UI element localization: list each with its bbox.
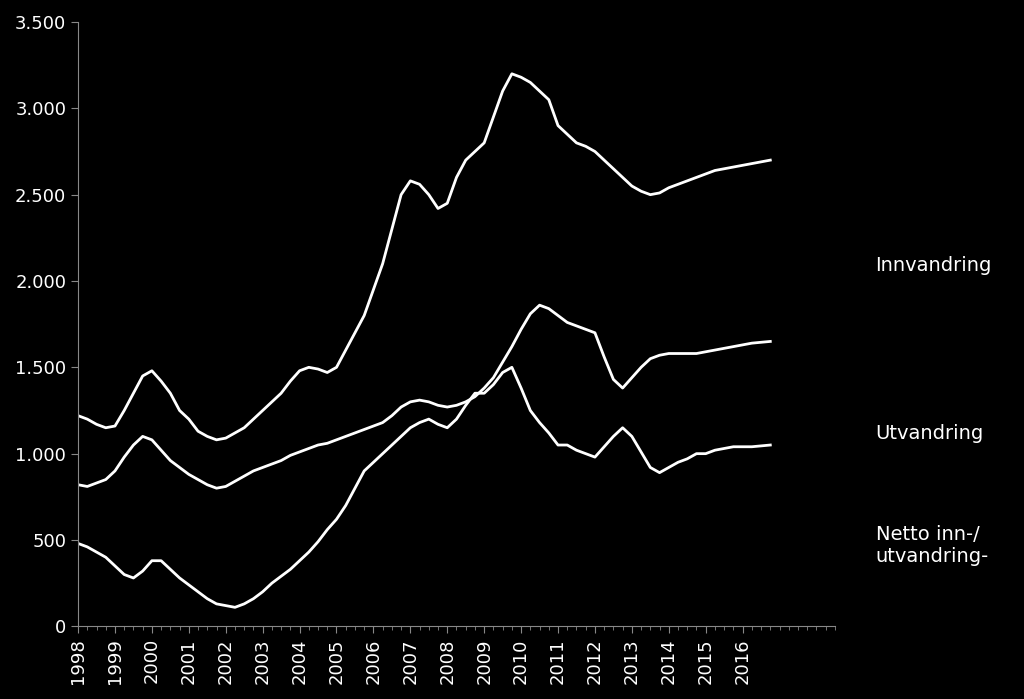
Text: Innvandring: Innvandring [876,256,992,275]
Text: Utvandring: Utvandring [876,424,984,443]
Text: Netto inn-/
utvandring-: Netto inn-/ utvandring- [876,525,989,565]
